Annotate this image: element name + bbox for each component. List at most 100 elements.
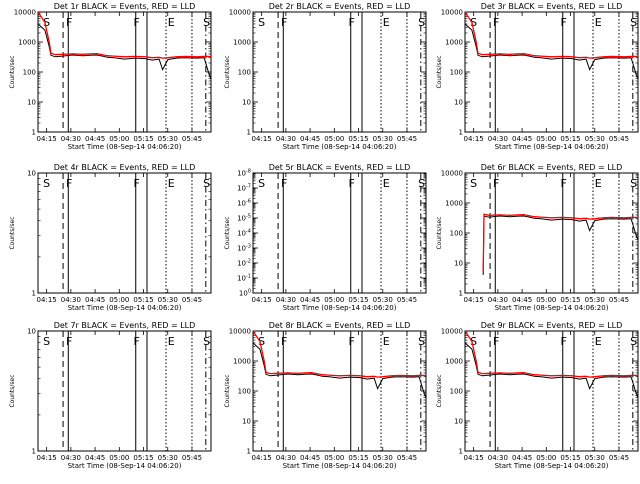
y-tick-label: 1000 <box>445 39 463 47</box>
x-tick-label: 05:45 <box>397 296 417 304</box>
event-marker-label: S <box>470 177 477 190</box>
x-tick-label: 05:15 <box>348 135 368 143</box>
event-marker-label: F <box>348 177 354 190</box>
lld-series-line <box>253 331 426 378</box>
y-tick-label: 100 <box>450 388 463 396</box>
x-tick-label: 04:45 <box>512 454 532 462</box>
x-tick-label: 05:00 <box>109 296 129 304</box>
y-axis-label: Counts/sec <box>224 374 231 407</box>
x-tick-label: 05:45 <box>397 135 417 143</box>
y-tick-label: 10000 <box>229 328 251 336</box>
x-tick-label: 05:45 <box>609 454 629 462</box>
x-tick-label: 05:30 <box>158 135 178 143</box>
x-tick-label: 04:15 <box>252 296 272 304</box>
event-marker-label: E <box>383 177 390 190</box>
plot-frame <box>37 11 212 133</box>
x-tick-label: 05:15 <box>133 454 153 462</box>
y-tick-label: 1000 <box>233 39 251 47</box>
x-tick-label: 04:45 <box>85 135 105 143</box>
event-marker-label: E <box>595 335 602 348</box>
x-axis-label: Start Time (08-Sep-14 04:06:20) <box>495 462 609 470</box>
event-marker-label: F <box>133 16 139 29</box>
x-tick-label: 05:00 <box>536 454 556 462</box>
y-tick-label: 1000 <box>445 200 463 208</box>
x-tick-label: 04:45 <box>85 296 105 304</box>
x-tick-label: 04:15 <box>252 454 272 462</box>
event-marker-label: S <box>258 16 265 29</box>
plot-frame <box>37 330 212 452</box>
event-marker-label: F <box>281 16 287 29</box>
x-tick-label: 05:45 <box>609 296 629 304</box>
chart-title: Det 8r BLACK = Events, RED = LLD <box>269 321 411 330</box>
y-tick-label: 10 <box>27 99 36 107</box>
y-tick-label: 1000 <box>233 358 251 366</box>
y-axis-label: Counts/sec <box>224 55 231 88</box>
plot-frame <box>252 11 427 133</box>
y-tick-label: 1 <box>32 448 36 456</box>
detector-chart-9: Det 9r BLACK = Events, RED = LLD 1 10 100 10… <box>436 321 639 470</box>
event-marker-label: E <box>595 177 602 190</box>
detector-chart-1: Det 1r BLACK = Events, RED = LLD 1 10 100 10… <box>9 2 212 151</box>
x-tick-label: 05:30 <box>585 454 605 462</box>
y-tick-label: 10-2 <box>237 259 251 268</box>
x-axis-label: Start Time (08-Sep-14 04:06:20) <box>68 462 182 470</box>
plot-frame <box>464 11 639 133</box>
event-marker-label: F <box>560 177 566 190</box>
x-tick-label: 04:45 <box>512 296 532 304</box>
y-axis-label: Counts/sec <box>436 55 443 88</box>
x-tick-label: 04:30 <box>61 135 81 143</box>
plot-frame <box>252 172 427 294</box>
event-marker-label: S <box>418 16 425 29</box>
y-tick-label: 10000 <box>441 9 463 17</box>
x-tick-label: 05:15 <box>560 296 580 304</box>
x-tick-label: 05:30 <box>158 454 178 462</box>
x-tick-label: 05:15 <box>133 135 153 143</box>
x-tick-label: 04:30 <box>276 296 296 304</box>
event-marker-label: F <box>66 177 72 190</box>
event-marker-label: F <box>66 16 72 29</box>
x-tick-label: 04:30 <box>488 135 508 143</box>
event-marker-label: S <box>418 335 425 348</box>
x-tick-label: 05:15 <box>348 454 368 462</box>
y-tick-label: 10000 <box>441 170 463 178</box>
y-tick-label: 100 <box>450 69 463 77</box>
y-axis-label: Counts/sec <box>436 216 443 249</box>
x-tick-label: 05:00 <box>324 296 344 304</box>
event-marker-label: S <box>258 177 265 190</box>
event-marker-label: E <box>168 16 175 29</box>
detector-chart-5: Det 5r BLACK = Events, RED = LLD 100 10-1 1… <box>224 163 427 312</box>
x-tick-label: 04:45 <box>300 296 320 304</box>
x-tick-label: 05:30 <box>585 135 605 143</box>
x-tick-label: 04:30 <box>276 135 296 143</box>
event-marker-label: S <box>630 335 637 348</box>
event-marker-label: F <box>560 335 566 348</box>
event-marker-label: F <box>348 335 354 348</box>
event-marker-label: E <box>383 16 390 29</box>
x-tick-label: 05:45 <box>182 135 202 143</box>
x-axis-label: Start Time (08-Sep-14 04:06:20) <box>283 304 397 312</box>
plot-frame <box>464 172 639 294</box>
y-tick-label: 10-7 <box>237 184 251 193</box>
y-tick-label: 1 <box>247 129 251 137</box>
y-tick-label: 1 <box>32 290 36 298</box>
event-marker-label: F <box>493 335 499 348</box>
y-tick-label: 1 <box>32 129 36 137</box>
lld-series-line <box>38 12 211 59</box>
chart-title: Det 5r BLACK = Events, RED = LLD <box>269 163 411 172</box>
y-tick-label: 10-5 <box>237 214 251 223</box>
lld-series-line <box>465 331 638 378</box>
events-series-line <box>38 23 211 79</box>
chart-title: Det 6r BLACK = Events, RED = LLD <box>481 163 623 172</box>
y-tick-label: 10 <box>454 418 463 426</box>
event-marker-label: F <box>133 335 139 348</box>
chart-title: Det 7r BLACK = Events, RED = LLD <box>54 321 196 330</box>
plot-frame <box>464 330 639 452</box>
y-tick-label: 10000 <box>441 328 463 336</box>
event-marker-label: F <box>66 335 72 348</box>
x-tick-label: 04:15 <box>37 454 57 462</box>
x-tick-label: 05:45 <box>397 454 417 462</box>
x-tick-label: 05:15 <box>348 296 368 304</box>
chart-title: Det 9r BLACK = Events, RED = LLD <box>481 321 623 330</box>
event-marker-label: S <box>258 335 265 348</box>
